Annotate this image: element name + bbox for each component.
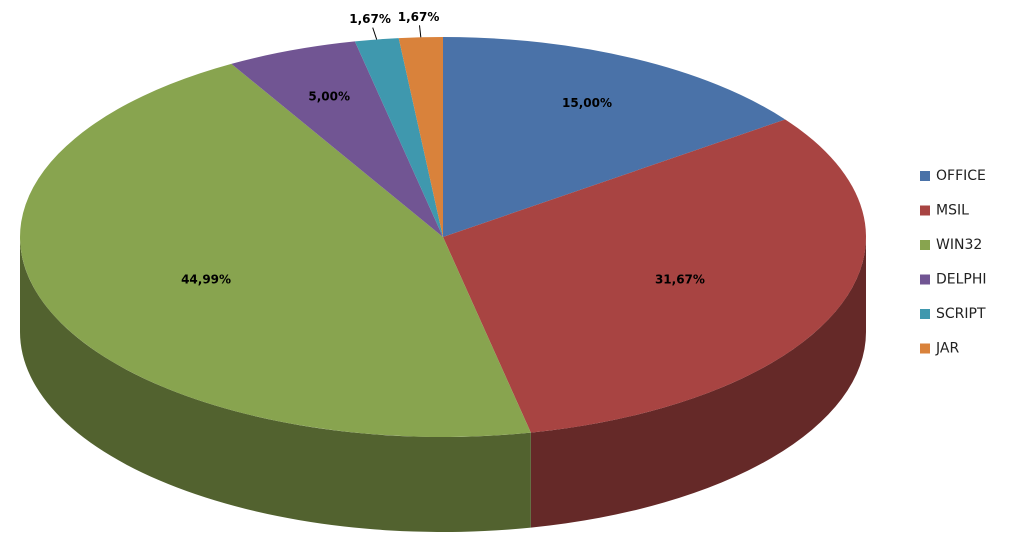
slice bbox=[443, 119, 866, 433]
leader-line bbox=[418, 25, 422, 38]
value-label: 1,67% bbox=[349, 12, 391, 26]
legend-swatch bbox=[920, 240, 930, 250]
legend-swatch bbox=[920, 343, 930, 354]
slice bbox=[19, 63, 531, 437]
legend-label: DELPHI bbox=[936, 272, 987, 288]
slice bbox=[231, 41, 443, 238]
legend-label: WIN32 bbox=[936, 237, 982, 253]
leader-line bbox=[372, 27, 378, 40]
legend-swatch bbox=[920, 171, 930, 181]
value-label: 44,99% bbox=[181, 273, 231, 287]
value-label: 5,00% bbox=[308, 89, 350, 103]
legend-label: OFFICE bbox=[936, 168, 986, 184]
legend-swatch bbox=[920, 205, 930, 216]
slice-side bbox=[20, 237, 531, 532]
slice bbox=[398, 37, 443, 237]
legend-label: MSIL bbox=[936, 203, 969, 219]
legend-label: SCRIPT bbox=[936, 306, 986, 322]
legend-swatch bbox=[920, 309, 930, 319]
slice-side bbox=[530, 237, 866, 528]
value-label: 31,67% bbox=[655, 273, 705, 287]
value-label: 1,67% bbox=[398, 10, 440, 24]
value-label: 15,00% bbox=[562, 96, 612, 110]
slice bbox=[354, 38, 443, 237]
legend-label: JAR bbox=[935, 341, 959, 357]
legend-swatch bbox=[920, 274, 930, 285]
slice bbox=[443, 37, 786, 237]
